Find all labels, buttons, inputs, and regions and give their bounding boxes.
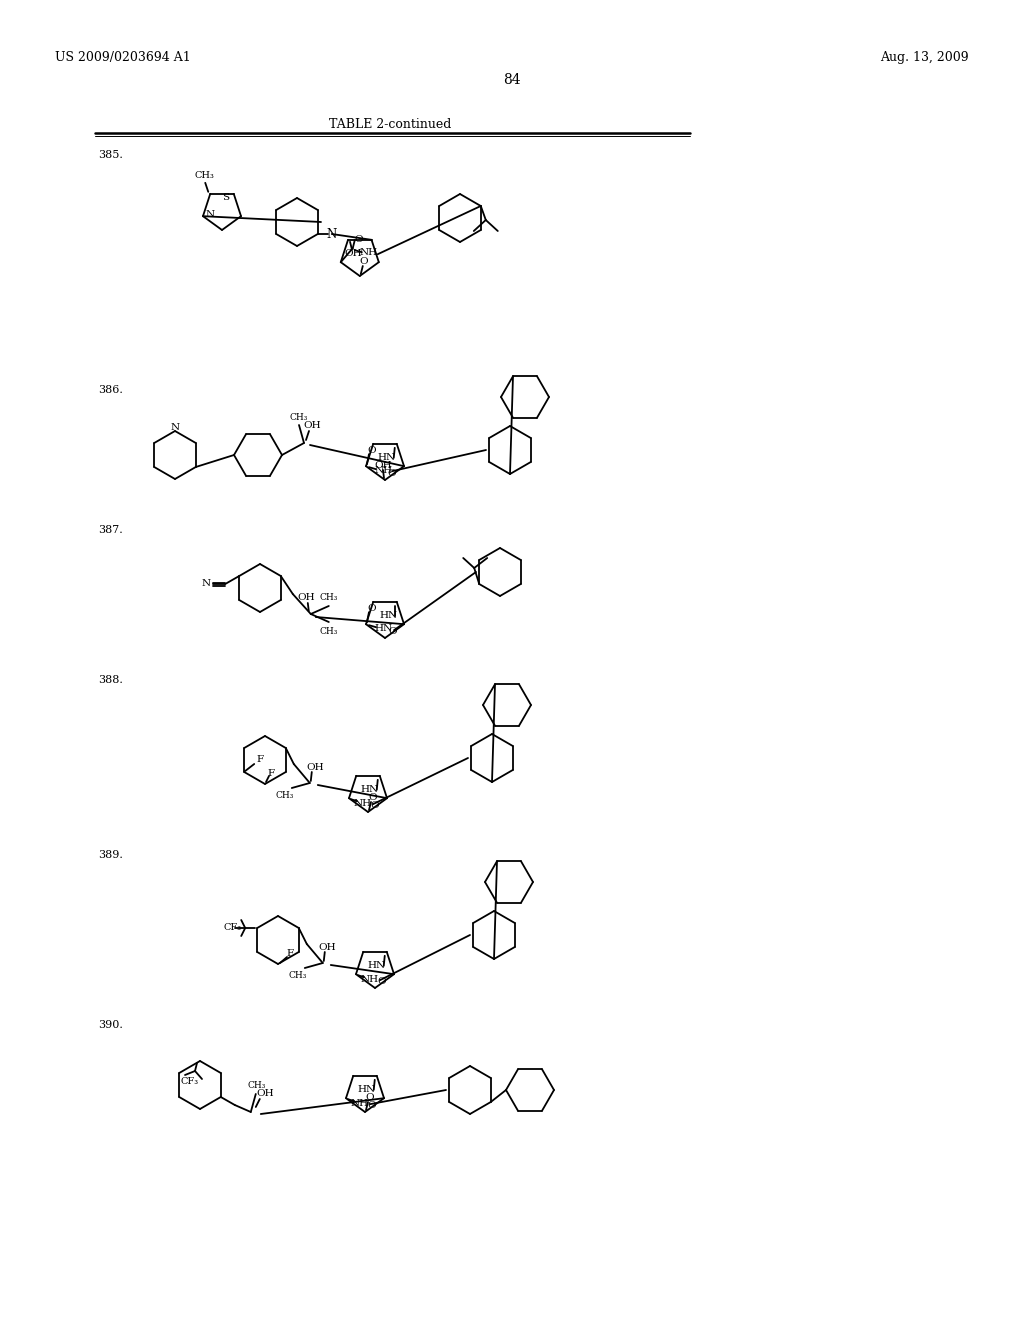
Text: F: F (267, 770, 274, 779)
Text: O: O (371, 801, 379, 810)
Text: NH: NH (354, 799, 372, 808)
Text: O: O (368, 446, 376, 454)
Text: OH: OH (256, 1089, 273, 1098)
Text: O: O (368, 603, 376, 612)
Text: O: O (387, 470, 396, 478)
Text: NH: NH (360, 974, 379, 983)
Text: OH: OH (344, 249, 361, 259)
Text: HN: HN (360, 785, 379, 795)
Text: F: F (287, 949, 294, 958)
Text: O: O (378, 977, 386, 986)
Text: 84: 84 (503, 73, 521, 87)
Text: 388.: 388. (98, 675, 123, 685)
Text: 386.: 386. (98, 385, 123, 395)
Text: NH: NH (351, 1098, 369, 1107)
Text: F: F (257, 755, 264, 764)
Text: HN: HN (378, 453, 396, 462)
Text: O: O (366, 1093, 375, 1102)
Text: OH: OH (303, 421, 321, 429)
Text: CH₃: CH₃ (290, 412, 308, 421)
Text: OH: OH (297, 594, 314, 602)
Text: CH₃: CH₃ (319, 627, 338, 635)
Text: NH: NH (359, 248, 378, 256)
Text: N: N (170, 424, 179, 433)
Text: N: N (327, 227, 337, 240)
Text: O: O (354, 235, 364, 244)
Text: US 2009/0203694 A1: US 2009/0203694 A1 (55, 51, 190, 65)
Text: CH₃: CH₃ (319, 593, 338, 602)
Text: CH₃: CH₃ (248, 1081, 266, 1090)
Text: O: O (368, 1101, 376, 1110)
Text: HN: HN (357, 1085, 376, 1094)
Text: O: O (359, 257, 368, 267)
Text: CH₃: CH₃ (195, 172, 214, 181)
Text: N: N (206, 210, 215, 219)
Text: 387.: 387. (98, 525, 123, 535)
Text: O: O (369, 793, 377, 803)
Text: 390.: 390. (98, 1020, 123, 1030)
Text: 385.: 385. (98, 150, 123, 160)
Text: N: N (202, 579, 211, 589)
Text: HN: HN (368, 961, 386, 970)
Text: OH: OH (318, 944, 336, 953)
Text: Aug. 13, 2009: Aug. 13, 2009 (881, 51, 969, 65)
Text: O: O (388, 627, 397, 636)
Text: 389.: 389. (98, 850, 123, 861)
Text: NH: NH (375, 466, 393, 475)
Text: S: S (222, 193, 229, 202)
Text: CF₃: CF₃ (223, 924, 242, 932)
Text: OH: OH (306, 763, 324, 772)
Text: OH: OH (374, 462, 392, 470)
Text: HN: HN (380, 611, 397, 620)
Text: TABLE 2-continued: TABLE 2-continued (329, 119, 452, 132)
Text: CH₃: CH₃ (289, 970, 307, 979)
Text: CH₃: CH₃ (275, 791, 294, 800)
Text: CF₃: CF₃ (181, 1077, 199, 1085)
Text: HN: HN (375, 623, 393, 632)
